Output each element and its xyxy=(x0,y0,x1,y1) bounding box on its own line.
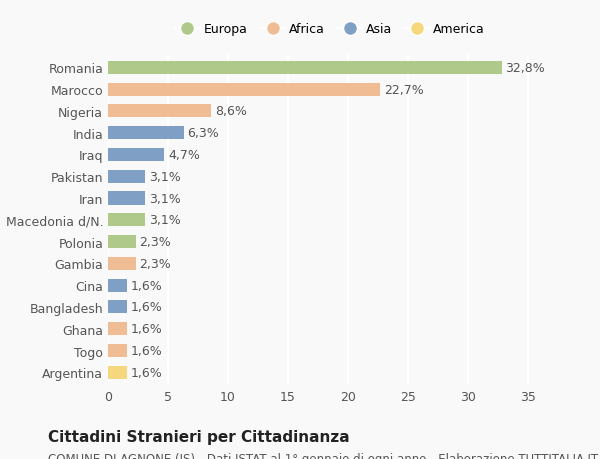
Bar xyxy=(108,192,145,205)
Bar xyxy=(108,127,184,140)
Text: 1,6%: 1,6% xyxy=(131,366,163,379)
Text: 3,1%: 3,1% xyxy=(149,170,181,183)
Text: 1,6%: 1,6% xyxy=(131,323,163,336)
Text: 1,6%: 1,6% xyxy=(131,344,163,357)
Text: 6,3%: 6,3% xyxy=(187,127,219,140)
Text: 3,1%: 3,1% xyxy=(149,214,181,227)
Bar xyxy=(108,323,127,336)
Text: COMUNE DI AGNONE (IS) - Dati ISTAT al 1° gennaio di ogni anno - Elaborazione TUT: COMUNE DI AGNONE (IS) - Dati ISTAT al 1°… xyxy=(48,452,598,459)
Bar xyxy=(108,366,127,379)
Text: 1,6%: 1,6% xyxy=(131,279,163,292)
Bar xyxy=(108,84,380,96)
Text: 2,3%: 2,3% xyxy=(139,235,171,248)
Text: 8,6%: 8,6% xyxy=(215,105,247,118)
Bar xyxy=(108,235,136,249)
Bar xyxy=(108,214,145,227)
Text: Cittadini Stranieri per Cittadinanza: Cittadini Stranieri per Cittadinanza xyxy=(48,429,350,444)
Text: 32,8%: 32,8% xyxy=(505,62,545,75)
Bar xyxy=(108,170,145,183)
Text: 1,6%: 1,6% xyxy=(131,301,163,314)
Legend: Europa, Africa, Asia, America: Europa, Africa, Asia, America xyxy=(170,18,490,41)
Bar xyxy=(108,105,211,118)
Text: 22,7%: 22,7% xyxy=(384,84,424,96)
Text: 2,3%: 2,3% xyxy=(139,257,171,270)
Text: 4,7%: 4,7% xyxy=(168,149,200,162)
Bar xyxy=(108,257,136,270)
Bar xyxy=(108,279,127,292)
Text: 3,1%: 3,1% xyxy=(149,192,181,205)
Bar xyxy=(108,62,502,75)
Bar xyxy=(108,301,127,314)
Bar xyxy=(108,344,127,357)
Bar xyxy=(108,149,164,162)
